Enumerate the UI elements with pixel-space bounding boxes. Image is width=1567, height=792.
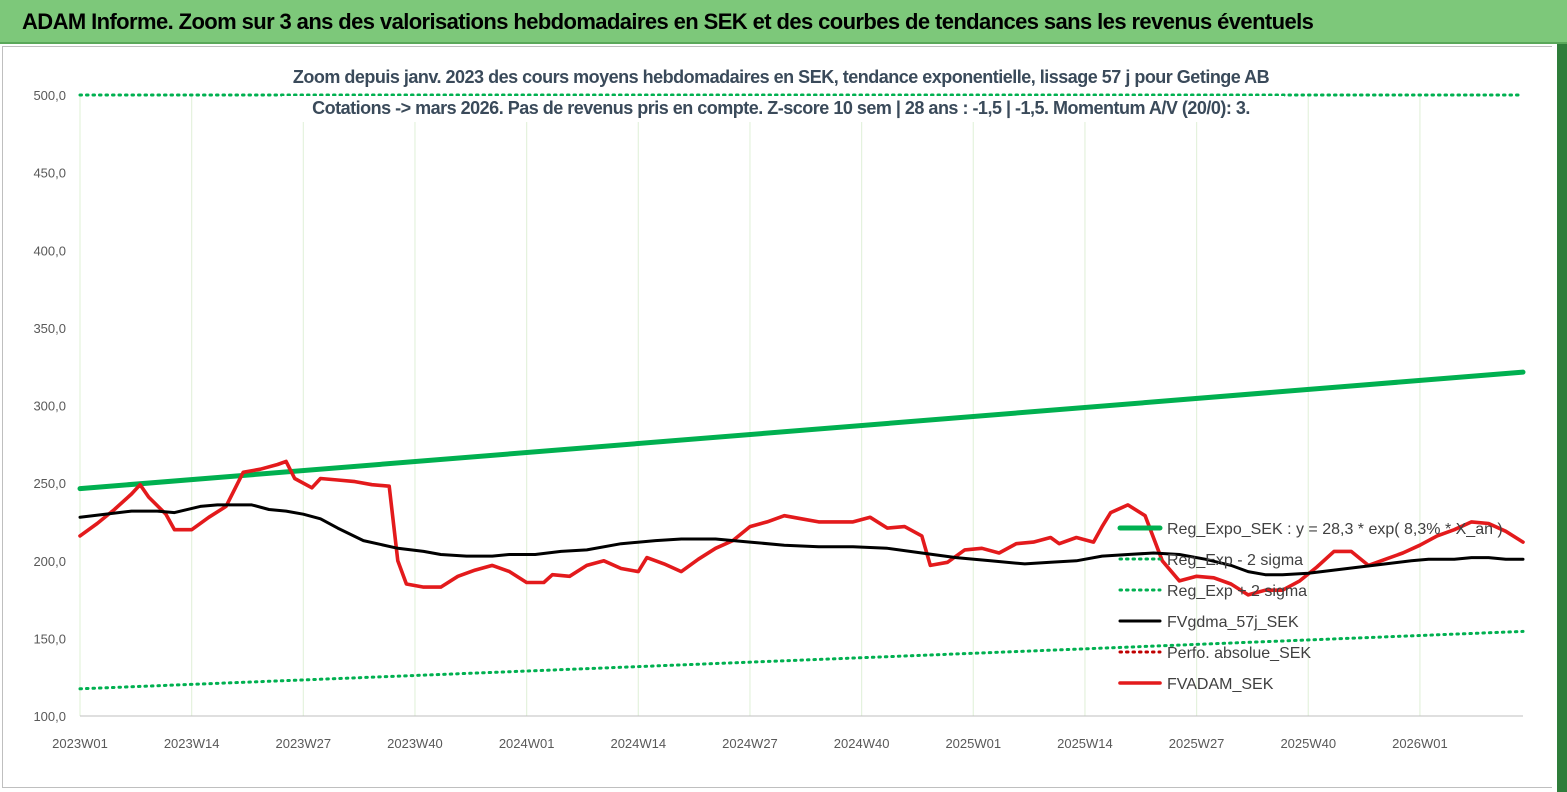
x-tick-label: 2023W40 — [387, 736, 443, 751]
x-tick-label: 2025W40 — [1280, 736, 1336, 751]
report-title: ADAM Informe. Zoom sur 3 ans des valoris… — [22, 9, 1314, 34]
legend-label: Reg_Exp - 2 sigma — [1167, 552, 1303, 569]
x-tick-label: 2024W01 — [499, 736, 555, 751]
x-tick-label: 2023W27 — [275, 736, 331, 751]
legend-label: Reg_Exp + 2 sigma — [1167, 583, 1307, 600]
y-tick-label: 350,0 — [33, 321, 66, 336]
legend-label: FVgdma_57j_SEK — [1167, 614, 1299, 631]
chart-series — [77, 93, 1526, 691]
series-line-0 — [77, 369, 1526, 492]
x-axis: 2023W01 2023W14 2023W27 2023W40 2024W01 2024W… — [52, 736, 1448, 751]
y-axis: 100,0 150,0 200,0 250,0 300,0 350,0 400,0 450,0… — [33, 88, 66, 724]
legend-label: FVADAM_SEK — [1167, 676, 1274, 693]
y-tick-label: 400,0 — [33, 243, 66, 258]
chart-title-line: Zoom depuis janv. 2023 des cours moyens … — [293, 67, 1270, 87]
report-banner: ADAM Informe. Zoom sur 3 ans des valoris… — [0, 0, 1567, 44]
title-background — [282, 96, 1284, 122]
x-tick-label: 2025W27 — [1169, 736, 1225, 751]
x-tick-label: 2024W14 — [610, 736, 666, 751]
y-tick-label: 150,0 — [33, 631, 66, 646]
x-tick-label: 2023W01 — [52, 736, 108, 751]
x-tick-label: 2026W01 — [1392, 736, 1448, 751]
y-tick-label: 250,0 — [33, 476, 66, 491]
y-tick-label: 500,0 — [33, 88, 66, 103]
legend-label: Reg_Expo_SEK : y = 28,3 * exp( 8,3% * X_… — [1167, 521, 1503, 538]
series-line-1 — [78, 629, 1525, 691]
x-tick-label: 2024W27 — [722, 736, 778, 751]
chart-title: Zoom depuis janv. 2023 des cours moyens … — [282, 65, 1284, 122]
series-line-3 — [78, 503, 1525, 577]
x-tick-label: 2025W01 — [945, 736, 1001, 751]
y-tick-label: 200,0 — [33, 554, 66, 569]
series-line-5 — [78, 459, 1525, 597]
chart-grid — [79, 95, 1523, 717]
right-edge-gap — [1552, 44, 1557, 792]
x-tick-label: 2023W14 — [164, 736, 220, 751]
y-tick-label: 300,0 — [33, 399, 66, 414]
x-tick-label: 2024W40 — [834, 736, 890, 751]
chart-legend: Reg_Expo_SEK : y = 28,3 * exp( 8,3% * X_… — [1117, 521, 1503, 693]
y-tick-label: 450,0 — [33, 166, 66, 181]
y-tick-label: 100,0 — [33, 709, 66, 724]
legend-label: Perfo. absolue_SEK — [1167, 645, 1311, 662]
title-background — [282, 65, 1284, 91]
x-tick-label: 2025W14 — [1057, 736, 1113, 751]
chart-title-line: Cotations -> mars 2026. Pas de revenus p… — [312, 98, 1250, 118]
